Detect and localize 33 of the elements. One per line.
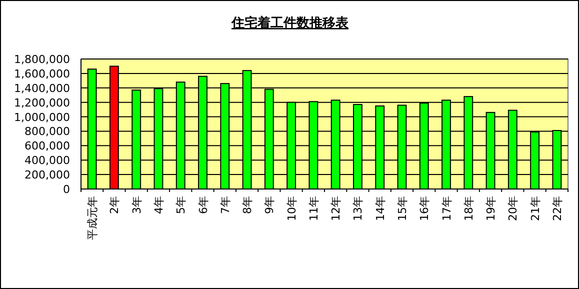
x-tick-label: 20年 <box>506 196 520 221</box>
y-tick-label: 200,000 <box>24 168 70 182</box>
x-tick-label: 15年 <box>396 196 409 221</box>
x-tick-label: 22年 <box>550 196 564 221</box>
y-tick-label: 1,000,000 <box>14 110 70 124</box>
x-tick-label: 6年 <box>196 196 210 214</box>
x-tick-label: 18年 <box>462 196 476 221</box>
x-tick-label: 5年 <box>174 196 188 214</box>
y-tick-label: 0 <box>63 183 70 196</box>
x-tick-label: 17年 <box>440 196 454 221</box>
x-tick-label: 8年 <box>241 196 254 214</box>
y-tick-label: 1,600,000 <box>14 67 70 80</box>
x-tick-label: 21年 <box>528 196 542 221</box>
y-tick-label: 1,200,000 <box>14 96 70 110</box>
y-tick-label: 1,400,000 <box>14 82 70 95</box>
y-tick-label: 1,800,000 <box>14 53 70 66</box>
x-tick-label: 7年 <box>218 196 232 214</box>
x-tick-label: 14年 <box>374 196 387 221</box>
x-tick-label: 3年 <box>130 196 144 214</box>
x-tick-label: 11年 <box>307 196 320 221</box>
x-tick-label: 9年 <box>263 196 276 214</box>
x-tick-label: 12年 <box>330 196 343 221</box>
y-tick-label: 400,000 <box>24 154 70 168</box>
y-tick-label: 800,000 <box>24 125 70 138</box>
chart-title: 住宅着工件数推移表 <box>230 15 350 31</box>
x-tick-label: 13年 <box>352 196 365 221</box>
x-tick-label: 平成元年 <box>86 196 100 240</box>
x-tick-label: 4年 <box>152 196 166 214</box>
x-tick-label: 19年 <box>484 196 498 221</box>
x-tick-label: 16年 <box>418 196 432 221</box>
y-tick-label: 600,000 <box>24 140 70 153</box>
x-tick-label: 10年 <box>285 196 298 221</box>
x-tick-label: 2年 <box>108 196 122 214</box>
